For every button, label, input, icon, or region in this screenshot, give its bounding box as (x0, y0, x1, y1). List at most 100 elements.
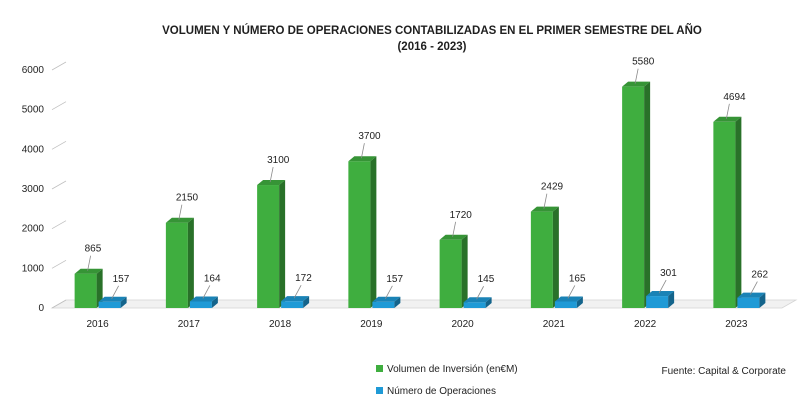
data-label: 3700 (358, 131, 381, 142)
data-label: 172 (295, 273, 312, 284)
bar-front (257, 185, 280, 308)
bar (98, 296, 127, 308)
data-label: 4694 (723, 92, 746, 103)
bar-front (463, 302, 486, 308)
bars-layer (74, 81, 766, 309)
data-label-leader (293, 284, 302, 299)
bar-top (372, 296, 401, 302)
data-label: 2150 (176, 193, 199, 204)
bar-front (439, 239, 462, 308)
bar (257, 180, 286, 308)
bar-top (646, 291, 675, 297)
y-tick-label: 2000 (22, 224, 45, 235)
bar-side (461, 234, 468, 308)
legend-swatch-operaciones (376, 387, 383, 394)
bar-top (257, 180, 286, 186)
bar (646, 291, 675, 308)
data-label: 145 (478, 274, 495, 285)
x-tick-label: 2020 (452, 319, 475, 330)
data-label-leader (750, 281, 758, 295)
data-label-leader (476, 286, 484, 300)
bar (622, 81, 651, 308)
y-tick-label: 6000 (22, 65, 45, 76)
bar-side (303, 296, 310, 308)
data-label: 165 (569, 273, 586, 284)
bar-top (463, 297, 492, 303)
bar-side (668, 291, 675, 308)
bar-front (713, 121, 736, 309)
data-label-leader (452, 221, 457, 237)
bar-side (735, 116, 742, 309)
data-label: 865 (85, 244, 102, 255)
data-label-leader (269, 166, 274, 183)
bar (189, 296, 218, 308)
bar-top (622, 81, 651, 87)
x-tick-label: 2021 (543, 319, 566, 330)
data-label-leader (725, 103, 730, 119)
y-tick-mark (51, 180, 67, 190)
data-label-leader (360, 143, 365, 159)
bar-side (759, 292, 766, 308)
bar-top (74, 268, 103, 274)
data-label: 262 (751, 270, 768, 281)
data-label-leader (111, 285, 119, 299)
bar-front (646, 296, 669, 308)
data-label-leader (202, 285, 211, 299)
data-label-leader (87, 255, 92, 271)
y-tick-label: 4000 (22, 144, 45, 155)
bar (737, 292, 766, 308)
source-note: Fuente: Capital & Corporate (661, 366, 786, 377)
labels-layer: 2016 865 157 2017 2150 164 2018 3100 172 2019 3700… (85, 57, 769, 330)
bar (74, 268, 103, 308)
bar-side (576, 296, 583, 308)
bar-side (120, 296, 127, 308)
data-label-leader (543, 193, 548, 209)
bar-side (279, 180, 286, 308)
data-label: 1720 (450, 210, 473, 221)
bar-side (211, 296, 218, 308)
chart-title: VOLUMEN Y NÚMERO DE OPERACIONES CONTABIL… (162, 24, 702, 37)
bar-top (189, 296, 218, 302)
data-label: 5580 (632, 57, 655, 68)
x-tick-label: 2016 (87, 319, 110, 330)
data-label-leader (634, 68, 639, 84)
data-label-leader (658, 279, 667, 294)
bar-front (98, 301, 121, 308)
bar (463, 297, 492, 308)
x-tick-label: 2018 (269, 319, 292, 330)
y-tick-label: 3000 (22, 184, 45, 195)
axis-layer: 0 1000 2000 3000 4000 5000 6000 (22, 61, 798, 314)
bar (713, 116, 742, 309)
x-tick-label: 2017 (178, 319, 201, 330)
bar-top (98, 296, 127, 302)
y-tick-mark (51, 140, 67, 150)
bar-top (554, 296, 583, 302)
legend-swatch-volumen (376, 365, 383, 372)
bar-top (713, 116, 742, 122)
data-label: 2429 (541, 182, 564, 193)
bar-side (96, 268, 103, 308)
floor (50, 299, 798, 309)
data-label-leader (385, 285, 393, 299)
bar-top (439, 234, 468, 240)
bar (439, 234, 468, 308)
bar (530, 206, 559, 308)
y-tick-label: 0 (38, 303, 44, 314)
bar-top (530, 206, 559, 212)
bar-front (281, 301, 304, 308)
bar-side (552, 206, 559, 308)
legend: Volumen de Inversión (en€M) Número de Op… (376, 364, 518, 397)
bar-side (644, 81, 651, 308)
bar (281, 296, 310, 308)
bar-front (737, 297, 760, 308)
data-label: 157 (386, 274, 403, 285)
bar-front (372, 301, 395, 308)
bar (554, 296, 583, 308)
bar-front (554, 301, 577, 308)
y-tick-label: 1000 (22, 263, 45, 274)
bar (372, 296, 401, 308)
y-tick-mark (51, 61, 67, 71)
x-tick-label: 2022 (634, 319, 657, 330)
bar-front (165, 222, 188, 308)
